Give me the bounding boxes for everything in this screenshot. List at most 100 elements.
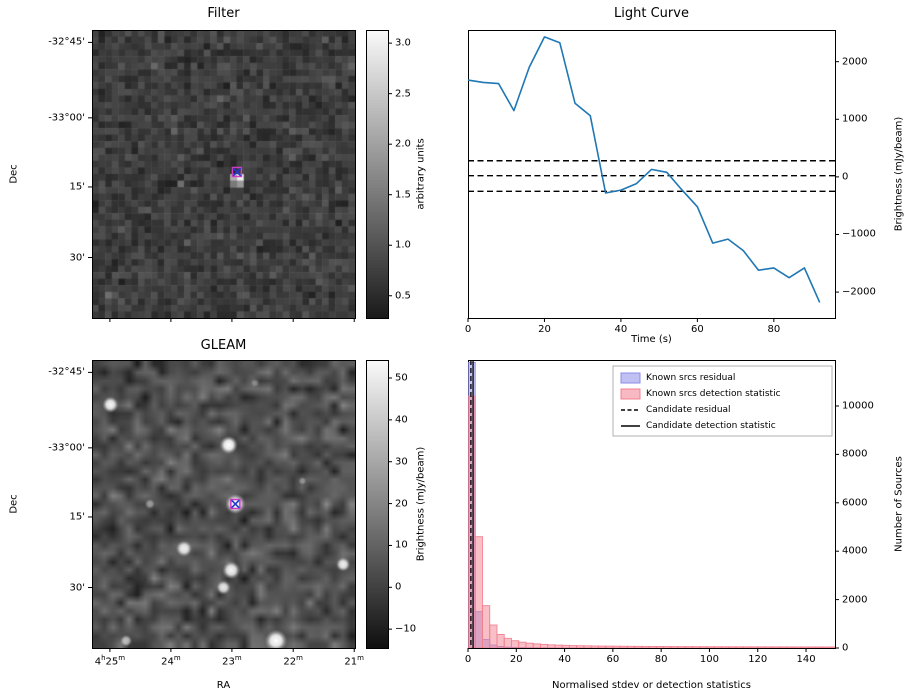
histogram-bar xyxy=(677,646,686,648)
colorbar-tick-label: 1.5 xyxy=(395,189,411,201)
brightness-tick-label: 2000 xyxy=(842,56,868,68)
colorbar-tick-label: 40 xyxy=(395,414,408,426)
histogram-bar xyxy=(764,646,773,648)
gleam-title: GLEAM xyxy=(200,338,247,353)
colorbar-tick-label: 30 xyxy=(395,456,408,468)
time-tick-label: 80 xyxy=(767,324,781,335)
histogram-bar xyxy=(597,645,607,648)
light-curve-line xyxy=(467,36,821,303)
histogram-bar xyxy=(511,646,520,648)
histogram-ylabel: Number of Sources xyxy=(893,456,905,552)
ra-tick-label: 23m xyxy=(222,654,242,668)
legend-swatch xyxy=(620,388,641,400)
histogram-bar xyxy=(474,611,483,648)
stdev-tick-label: 40 xyxy=(558,654,571,665)
histogram-bar xyxy=(518,641,527,648)
dec-tick-label: 15' xyxy=(69,511,85,523)
histogram-bar xyxy=(779,646,788,648)
colorbar-tick-label: 2.0 xyxy=(395,138,411,150)
histogram-bar xyxy=(699,646,708,648)
histogram-bar xyxy=(663,646,672,648)
histogram-bar xyxy=(829,646,835,648)
histogram-bar xyxy=(713,646,722,648)
count-tick-label: 0 xyxy=(842,642,849,654)
legend-label: Candidate detection statistic xyxy=(646,421,776,431)
histogram-bar xyxy=(503,646,512,648)
histogram-bar xyxy=(670,646,679,648)
colorbar-tick-label: 10 xyxy=(395,539,408,551)
filter-ylabel: Dec xyxy=(8,164,20,184)
histogram-bar xyxy=(525,642,534,648)
histogram-bar xyxy=(822,646,831,648)
legend-label: Candidate residual xyxy=(646,405,731,415)
colorbar-tick-label: 3.0 xyxy=(395,37,411,49)
histogram-bar xyxy=(793,646,802,648)
dec-tick-label: -32°45' xyxy=(48,366,85,378)
histogram-bars xyxy=(468,360,835,648)
histogram-bar xyxy=(561,644,570,648)
filter-image xyxy=(92,30,355,318)
histogram-bar xyxy=(489,624,498,648)
colorbar-tick-label: 50 xyxy=(395,372,408,384)
histogram-bar xyxy=(511,640,520,648)
ra-tick-label: 24m xyxy=(161,654,181,668)
colorbar-tick-label: 0 xyxy=(395,581,402,593)
filter-title: Filter xyxy=(207,6,240,21)
stdev-tick-label: 20 xyxy=(509,654,523,665)
gleam-ylabel: Dec xyxy=(8,494,20,514)
dec-tick-label: -32°45' xyxy=(48,36,85,48)
dec-tick-label: 15' xyxy=(69,181,85,193)
count-tick-label: 4000 xyxy=(842,545,868,557)
legend-label: Known srcs residual xyxy=(646,373,736,383)
stdev-tick-label: 80 xyxy=(654,654,668,665)
dec-tick-label: 30' xyxy=(69,582,85,594)
histogram-bar xyxy=(482,639,491,648)
stdev-tick-label: 100 xyxy=(699,654,719,665)
count-tick-label: 10000 xyxy=(842,400,874,412)
histogram-xlabel: Normalised stdev or detection statistics xyxy=(552,680,751,691)
axes-frame xyxy=(468,30,836,319)
histogram-bar xyxy=(771,646,780,648)
time-tick-label: 40 xyxy=(614,324,628,335)
histogram-bar xyxy=(692,646,701,648)
histogram-bar xyxy=(750,646,759,648)
dec-tick-label: -33°00' xyxy=(48,442,85,454)
colorbar-tick-label: 0.5 xyxy=(395,290,411,302)
histogram-bar xyxy=(641,645,650,648)
light-curve-ylabel: Brightness (mJy/beam) xyxy=(893,116,905,232)
dec-tick-label: 30' xyxy=(69,252,85,264)
histogram-bar xyxy=(576,645,585,648)
histogram-bar xyxy=(554,644,563,648)
ra-tick-label: 21m xyxy=(344,654,364,668)
dec-tick-label: -33°00' xyxy=(48,112,85,124)
brightness-tick-label: 1000 xyxy=(842,113,868,125)
histogram-bar xyxy=(568,645,578,648)
time-tick-label: 0 xyxy=(464,324,472,335)
gleam-colorbar-label: Brightness (mJy/beam) xyxy=(415,446,427,562)
count-tick-label: 6000 xyxy=(842,497,868,509)
time-tick-label: 20 xyxy=(538,324,551,335)
histogram-bar xyxy=(735,646,744,648)
histogram-bar xyxy=(721,646,730,648)
colorbar-tick-label: 20 xyxy=(395,498,408,510)
time-tick-label: 60 xyxy=(691,324,704,335)
filter-colorbar-label: arbitrary units xyxy=(415,138,427,210)
histogram-bar xyxy=(539,643,549,648)
count-tick-label: 8000 xyxy=(842,448,868,460)
histogram-bar xyxy=(815,646,824,648)
histogram-bar xyxy=(655,646,665,648)
brightness-tick-label: −1000 xyxy=(842,228,876,240)
histogram-bar xyxy=(496,646,505,648)
gleam-image xyxy=(92,360,355,648)
histogram-bar xyxy=(634,645,643,648)
histogram-bar xyxy=(605,645,614,648)
histogram-bar xyxy=(468,361,476,648)
count-tick-label: 2000 xyxy=(842,594,868,606)
stdev-tick-label: 60 xyxy=(606,654,620,665)
histogram-bar xyxy=(583,645,592,648)
stdev-tick-label: 120 xyxy=(748,654,768,665)
histogram-bar xyxy=(757,646,766,648)
histogram-bar xyxy=(800,646,809,648)
colorbar-tick-label: 2.5 xyxy=(395,88,411,100)
histogram-bar xyxy=(648,646,657,648)
